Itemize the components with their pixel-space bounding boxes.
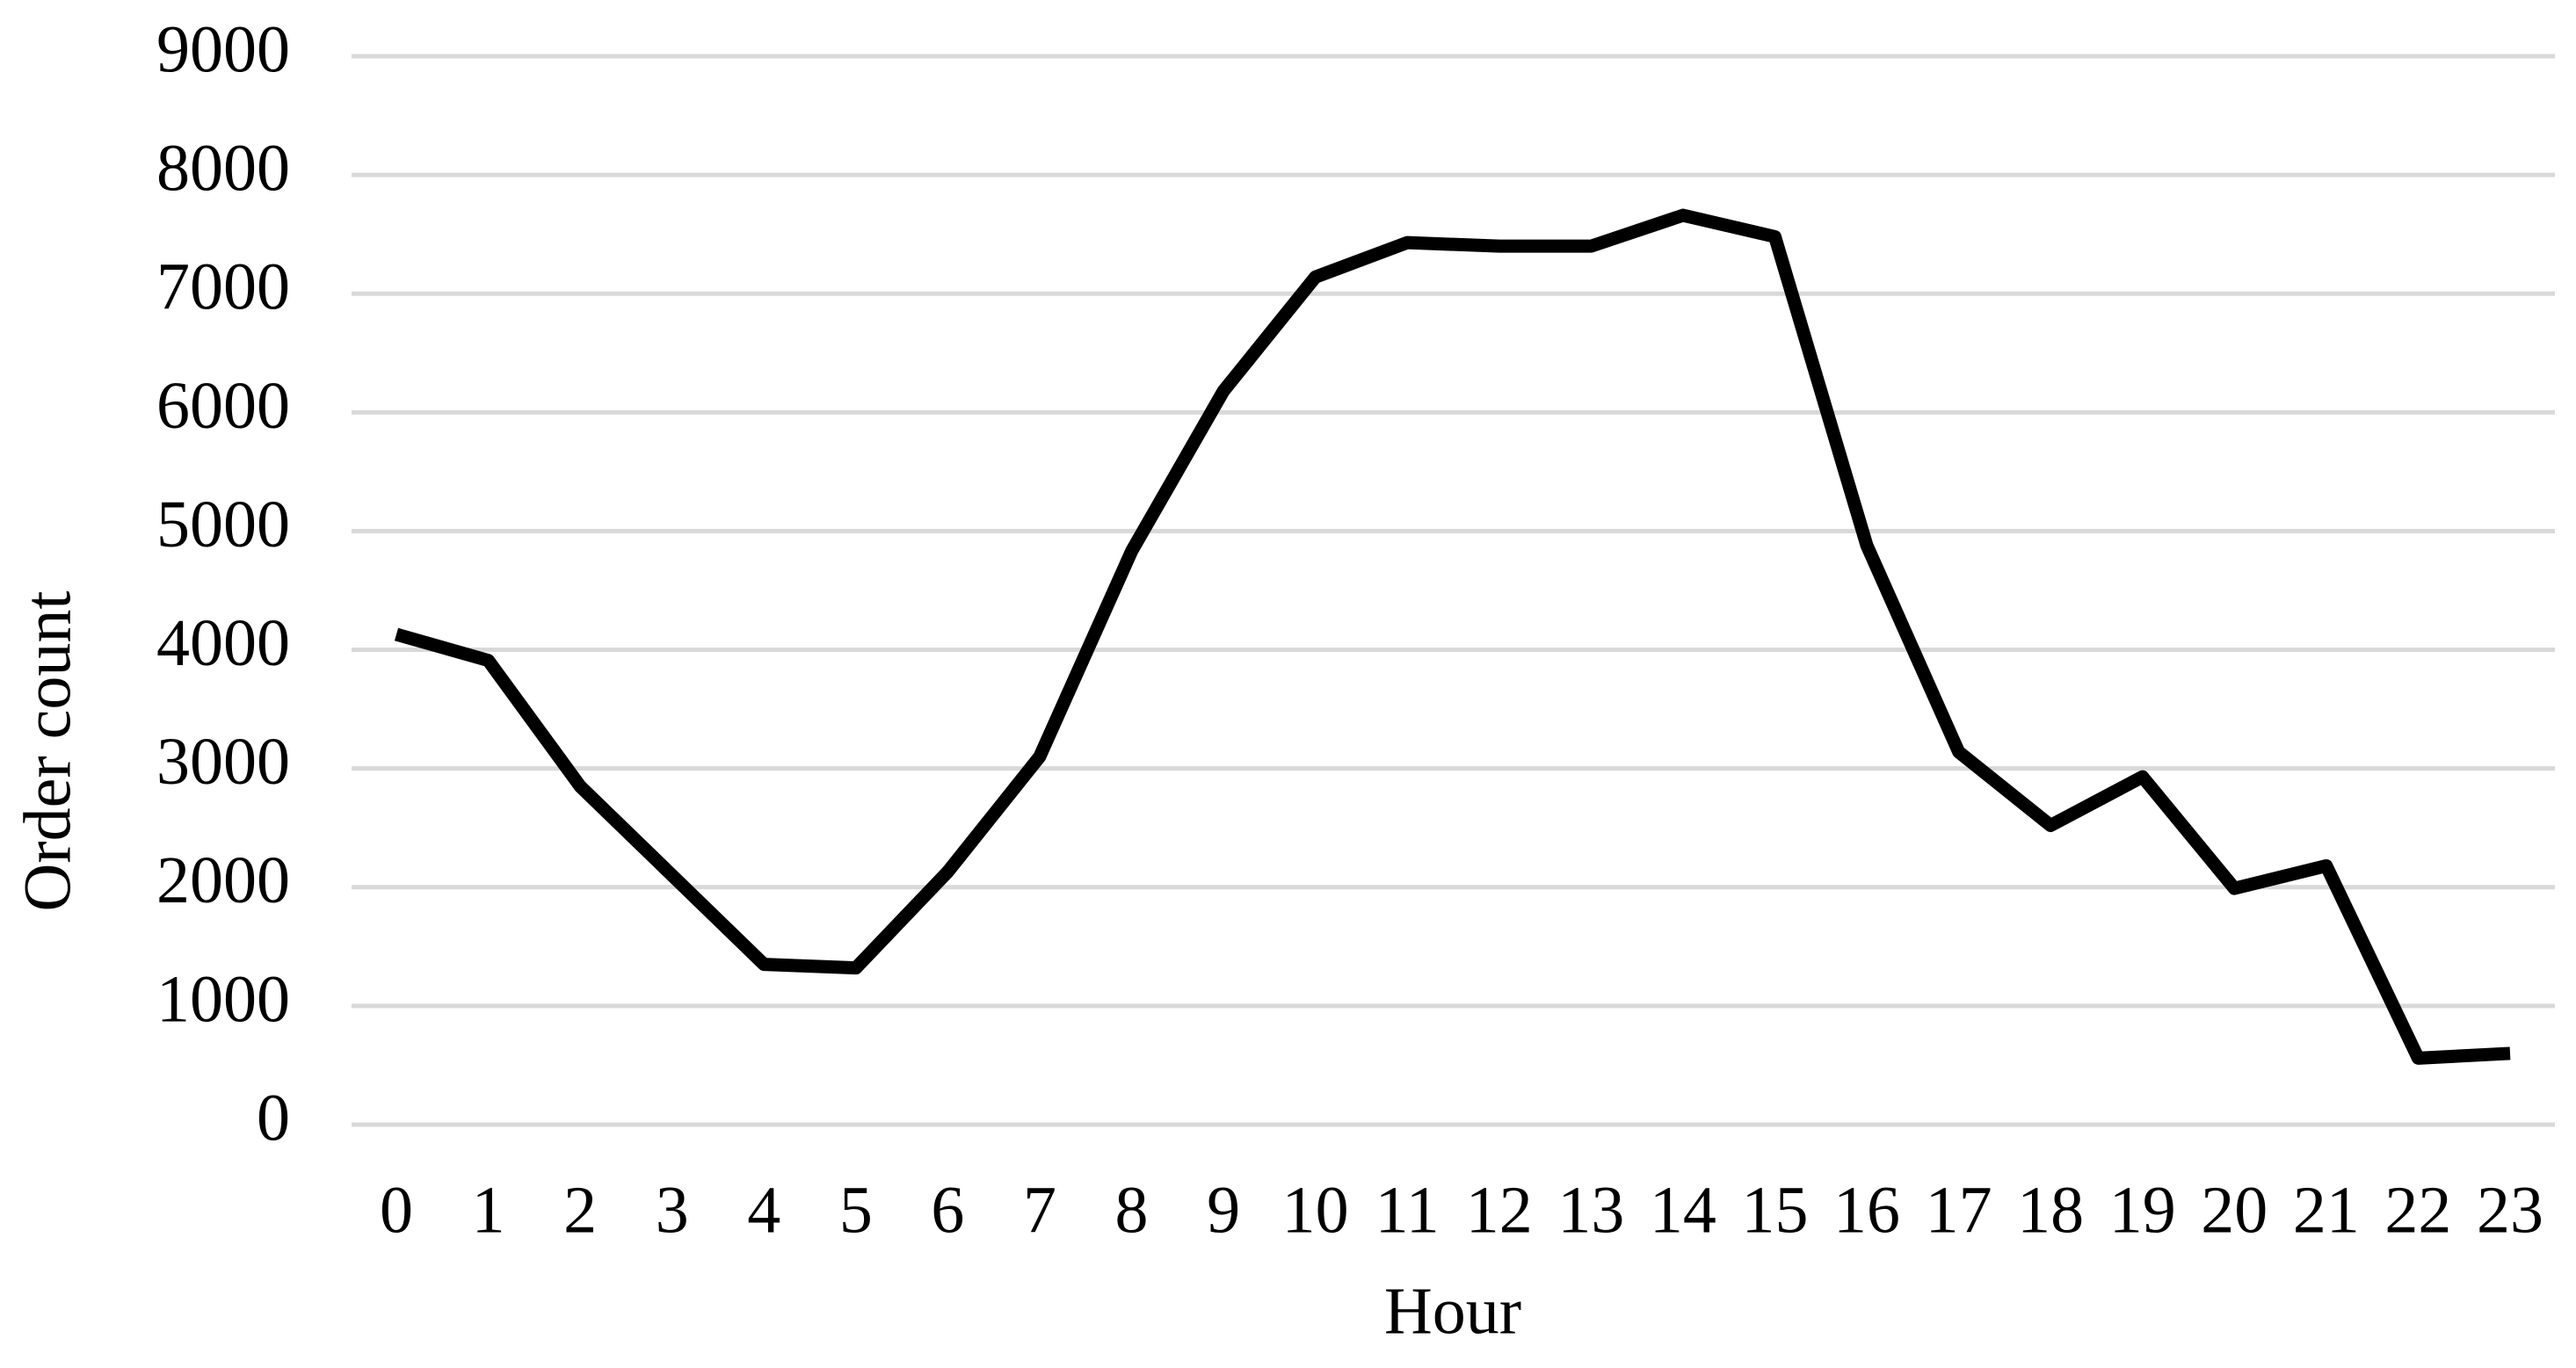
y-tick-label: 3000 (156, 725, 290, 799)
x-tick-label: 15 (1741, 1173, 1808, 1247)
x-tick-label: 11 (1375, 1173, 1440, 1247)
x-tick-label: 19 (2109, 1173, 2176, 1247)
y-tick-label: 5000 (156, 488, 290, 561)
x-tick-label: 5 (839, 1173, 873, 1247)
x-tick-label: 0 (380, 1173, 413, 1247)
x-tick-label: 12 (1466, 1173, 1533, 1247)
x-tick-label: 22 (2384, 1173, 2451, 1247)
y-axis-label: Order count (11, 590, 84, 911)
x-tick-label: 16 (1833, 1173, 1900, 1247)
x-tick-label: 18 (2017, 1173, 2084, 1247)
y-tick-label: 0 (257, 1081, 290, 1154)
y-tick-label: 2000 (156, 843, 290, 917)
x-tick-label: 17 (1926, 1173, 1992, 1247)
x-tick-label: 7 (1023, 1173, 1056, 1247)
x-tick-label: 9 (1207, 1173, 1240, 1247)
x-tick-label: 4 (747, 1173, 780, 1247)
x-tick-label: 21 (2293, 1173, 2360, 1247)
x-axis-label: Hour (1384, 1274, 1521, 1348)
x-tick-label: 20 (2201, 1173, 2268, 1247)
y-tick-label: 4000 (156, 606, 290, 680)
y-tick-label: 9000 (156, 12, 290, 86)
x-tick-label: 10 (1282, 1173, 1349, 1247)
y-tick-label: 8000 (156, 132, 290, 206)
x-tick-label: 3 (656, 1173, 689, 1247)
x-tick-label: 23 (2477, 1173, 2543, 1247)
y-tick-label: 6000 (156, 369, 290, 443)
x-tick-label: 2 (563, 1173, 597, 1247)
x-tick-label: 13 (1557, 1173, 1624, 1247)
x-tick-label: 14 (1650, 1173, 1716, 1247)
x-tick-label: 8 (1115, 1173, 1149, 1247)
y-tick-label: 7000 (156, 250, 290, 324)
line (394, 208, 2511, 1065)
x-tick-label: 1 (472, 1173, 505, 1247)
y-tick-label: 1000 (156, 962, 290, 1036)
x-tick-label: 6 (931, 1173, 964, 1247)
